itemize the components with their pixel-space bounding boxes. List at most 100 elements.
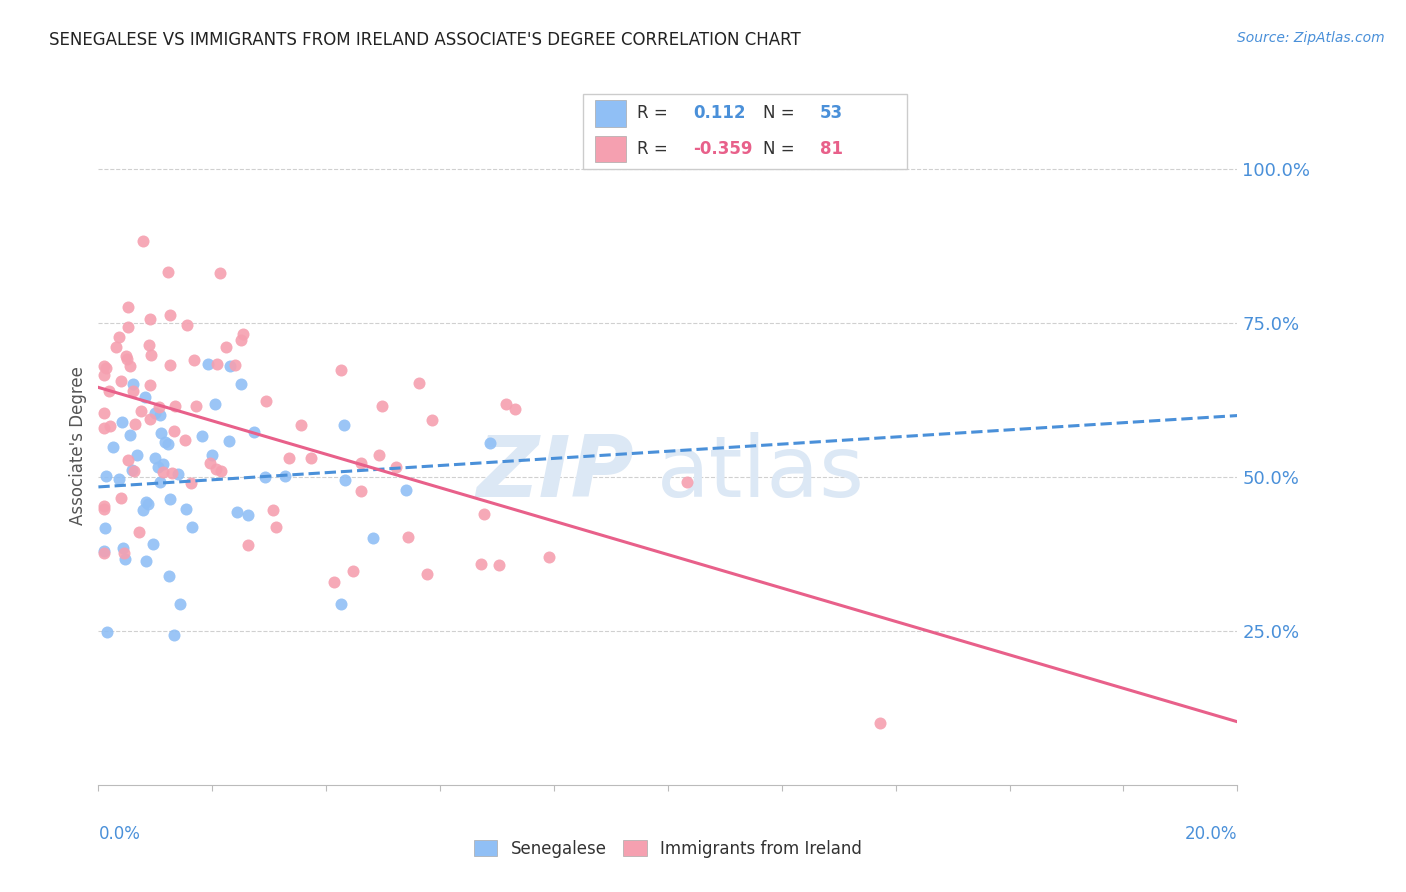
Point xyxy=(198,456,221,470)
Point xyxy=(97,384,120,398)
Point xyxy=(183,353,205,368)
Point xyxy=(209,464,232,478)
Point xyxy=(219,359,242,374)
Text: R =: R = xyxy=(637,140,668,158)
Point xyxy=(159,568,181,582)
Text: -0.359: -0.359 xyxy=(693,140,752,158)
Legend: Senegalese, Immigrants from Ireland: Senegalese, Immigrants from Ireland xyxy=(467,833,869,864)
Point xyxy=(186,400,208,414)
Point xyxy=(136,496,159,510)
Point xyxy=(110,491,132,505)
Point xyxy=(115,351,138,366)
Point xyxy=(108,472,131,486)
Point xyxy=(145,450,167,465)
Point xyxy=(94,468,117,483)
Point xyxy=(108,330,131,344)
Point xyxy=(157,265,180,279)
Point xyxy=(132,503,155,517)
Point xyxy=(122,464,145,478)
Point xyxy=(176,318,198,332)
Point xyxy=(93,406,115,420)
Point xyxy=(232,326,254,341)
Point xyxy=(299,450,322,465)
Text: R =: R = xyxy=(637,104,668,122)
Point xyxy=(330,362,353,376)
Point xyxy=(93,368,115,382)
Point xyxy=(488,558,510,572)
Text: SENEGALESE VS IMMIGRANTS FROM IRELAND ASSOCIATE'S DEGREE CORRELATION CHART: SENEGALESE VS IMMIGRANTS FROM IRELAND AS… xyxy=(49,31,801,49)
Text: N =: N = xyxy=(763,104,794,122)
Point xyxy=(98,418,121,433)
Point xyxy=(93,421,115,435)
Point xyxy=(138,312,160,326)
Point xyxy=(166,467,188,481)
Point xyxy=(163,425,186,439)
Point xyxy=(197,357,219,371)
Point xyxy=(101,440,124,454)
Point xyxy=(146,460,169,475)
Point xyxy=(134,390,156,404)
Point xyxy=(110,374,132,388)
Text: N =: N = xyxy=(763,140,794,158)
Point xyxy=(94,361,117,376)
Point xyxy=(254,470,277,484)
Point xyxy=(368,448,391,462)
Point xyxy=(122,377,145,392)
Point xyxy=(93,502,115,516)
Point xyxy=(277,451,299,466)
Point xyxy=(143,406,166,420)
Point xyxy=(416,567,439,582)
Text: ZIP: ZIP xyxy=(477,432,634,515)
Text: 0.112: 0.112 xyxy=(693,104,745,122)
Point xyxy=(254,393,277,408)
Point xyxy=(96,624,118,639)
Point xyxy=(111,415,134,429)
Y-axis label: Associate's Degree: Associate's Degree xyxy=(69,367,87,525)
Point xyxy=(478,436,501,450)
Point xyxy=(342,565,364,579)
Point xyxy=(676,475,699,490)
Point xyxy=(93,544,115,558)
Point xyxy=(350,456,373,470)
Point xyxy=(163,628,186,642)
Point xyxy=(201,448,224,462)
Point xyxy=(495,397,517,411)
Point xyxy=(180,476,202,491)
Text: 20.0%: 20.0% xyxy=(1185,825,1237,843)
Text: 0.0%: 0.0% xyxy=(98,825,141,843)
Text: 53: 53 xyxy=(820,104,842,122)
Point xyxy=(274,469,297,483)
Point xyxy=(139,377,162,392)
Point xyxy=(125,448,148,462)
Point xyxy=(139,348,162,362)
Point xyxy=(224,358,246,372)
Point xyxy=(128,524,150,539)
Point xyxy=(152,458,174,472)
Point xyxy=(408,376,430,390)
Point xyxy=(135,495,157,509)
Point xyxy=(93,359,115,373)
Point xyxy=(205,357,228,371)
Text: atlas: atlas xyxy=(657,432,865,515)
Point xyxy=(420,413,443,427)
Point xyxy=(150,426,173,441)
Point xyxy=(111,541,134,555)
Point xyxy=(385,460,408,475)
Point xyxy=(322,575,344,590)
Point xyxy=(174,502,197,516)
Point xyxy=(156,436,179,450)
Point xyxy=(395,483,418,497)
Point xyxy=(398,530,420,544)
Point xyxy=(93,499,115,513)
Point xyxy=(139,412,162,426)
Point xyxy=(204,461,226,475)
Point xyxy=(350,484,373,499)
Point xyxy=(121,384,143,398)
Point xyxy=(229,334,252,348)
Point xyxy=(129,403,152,417)
Point xyxy=(120,428,142,442)
Point xyxy=(333,418,356,433)
Point xyxy=(165,399,187,413)
Point xyxy=(208,266,231,280)
Point xyxy=(94,521,117,535)
